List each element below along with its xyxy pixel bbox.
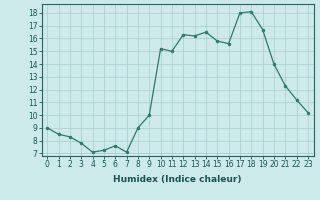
X-axis label: Humidex (Indice chaleur): Humidex (Indice chaleur) — [113, 175, 242, 184]
